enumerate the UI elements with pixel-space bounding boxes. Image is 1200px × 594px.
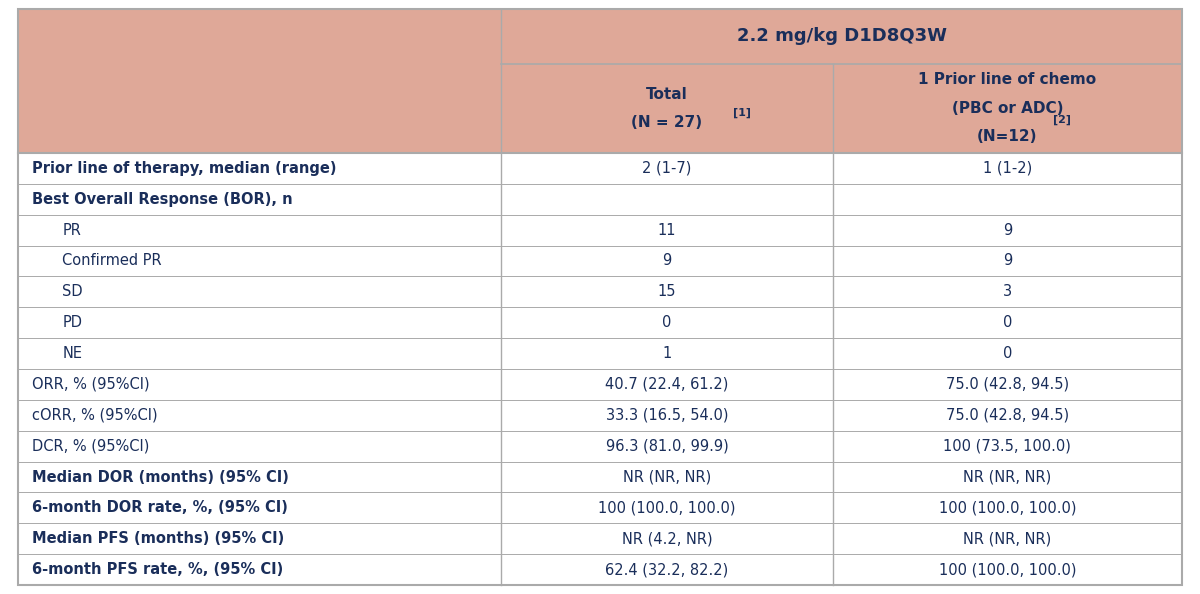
Text: 100 (100.0, 100.0): 100 (100.0, 100.0) xyxy=(938,562,1076,577)
Text: 9: 9 xyxy=(1003,254,1012,268)
Text: ORR, % (95%CI): ORR, % (95%CI) xyxy=(32,377,150,392)
Text: 40.7 (22.4, 61.2): 40.7 (22.4, 61.2) xyxy=(605,377,728,392)
Bar xyxy=(18,462,1182,492)
Text: 9: 9 xyxy=(1003,223,1012,238)
Text: 1: 1 xyxy=(662,346,672,361)
Text: 100 (100.0, 100.0): 100 (100.0, 100.0) xyxy=(938,500,1076,516)
Bar xyxy=(18,307,1182,338)
Bar xyxy=(18,492,1182,523)
Text: 15: 15 xyxy=(658,285,676,299)
Text: (N=12): (N=12) xyxy=(977,129,1038,144)
Text: Total: Total xyxy=(646,87,688,102)
Text: 2 (1-7): 2 (1-7) xyxy=(642,161,691,176)
Text: 3: 3 xyxy=(1003,285,1012,299)
Text: 6-month PFS rate, %, (95% CI): 6-month PFS rate, %, (95% CI) xyxy=(32,562,283,577)
Text: [1]: [1] xyxy=(733,108,751,118)
Text: 33.3 (16.5, 54.0): 33.3 (16.5, 54.0) xyxy=(606,408,728,423)
Bar xyxy=(18,338,1182,369)
Text: NE: NE xyxy=(62,346,83,361)
Text: Median PFS (months) (95% CI): Median PFS (months) (95% CI) xyxy=(32,531,284,546)
Text: [2]: [2] xyxy=(1054,115,1072,125)
Text: cORR, % (95%CI): cORR, % (95%CI) xyxy=(32,408,158,423)
Text: SD: SD xyxy=(62,285,83,299)
Text: 75.0 (42.8, 94.5): 75.0 (42.8, 94.5) xyxy=(946,377,1069,392)
Bar xyxy=(18,523,1182,554)
Text: 11: 11 xyxy=(658,223,676,238)
Text: 0: 0 xyxy=(1003,346,1012,361)
Text: 100 (73.5, 100.0): 100 (73.5, 100.0) xyxy=(943,439,1072,454)
Bar xyxy=(18,276,1182,307)
Bar xyxy=(18,9,1182,153)
Text: PD: PD xyxy=(62,315,83,330)
Bar xyxy=(18,554,1182,585)
Text: Confirmed PR: Confirmed PR xyxy=(62,254,162,268)
Bar xyxy=(18,431,1182,462)
Text: 2.2 mg/kg D1D8Q3W: 2.2 mg/kg D1D8Q3W xyxy=(737,27,947,45)
Bar xyxy=(18,153,1182,184)
Bar xyxy=(18,400,1182,431)
Text: NR (4.2, NR): NR (4.2, NR) xyxy=(622,531,713,546)
Text: NR (NR, NR): NR (NR, NR) xyxy=(623,469,712,485)
Text: 9: 9 xyxy=(662,254,672,268)
Text: Best Overall Response (BOR), n: Best Overall Response (BOR), n xyxy=(32,192,293,207)
Text: 0: 0 xyxy=(1003,315,1012,330)
Text: 0: 0 xyxy=(662,315,672,330)
Text: (N = 27): (N = 27) xyxy=(631,115,702,130)
Bar xyxy=(18,369,1182,400)
Text: (PBC or ADC): (PBC or ADC) xyxy=(952,101,1063,116)
Text: DCR, % (95%CI): DCR, % (95%CI) xyxy=(32,439,150,454)
Text: 62.4 (32.2, 82.2): 62.4 (32.2, 82.2) xyxy=(605,562,728,577)
Text: NR (NR, NR): NR (NR, NR) xyxy=(964,531,1051,546)
Text: PR: PR xyxy=(62,223,82,238)
Text: 6-month DOR rate, %, (95% CI): 6-month DOR rate, %, (95% CI) xyxy=(32,500,288,516)
Text: 100 (100.0, 100.0): 100 (100.0, 100.0) xyxy=(598,500,736,516)
Text: 75.0 (42.8, 94.5): 75.0 (42.8, 94.5) xyxy=(946,408,1069,423)
Text: Prior line of therapy, median (range): Prior line of therapy, median (range) xyxy=(32,161,337,176)
Bar xyxy=(18,245,1182,276)
Text: Median DOR (months) (95% CI): Median DOR (months) (95% CI) xyxy=(32,469,289,485)
Text: 96.3 (81.0, 99.9): 96.3 (81.0, 99.9) xyxy=(606,439,728,454)
Text: 1 Prior line of chemo: 1 Prior line of chemo xyxy=(918,72,1097,87)
Text: 1 (1-2): 1 (1-2) xyxy=(983,161,1032,176)
Text: NR (NR, NR): NR (NR, NR) xyxy=(964,469,1051,485)
Bar xyxy=(18,184,1182,214)
Bar xyxy=(18,214,1182,245)
